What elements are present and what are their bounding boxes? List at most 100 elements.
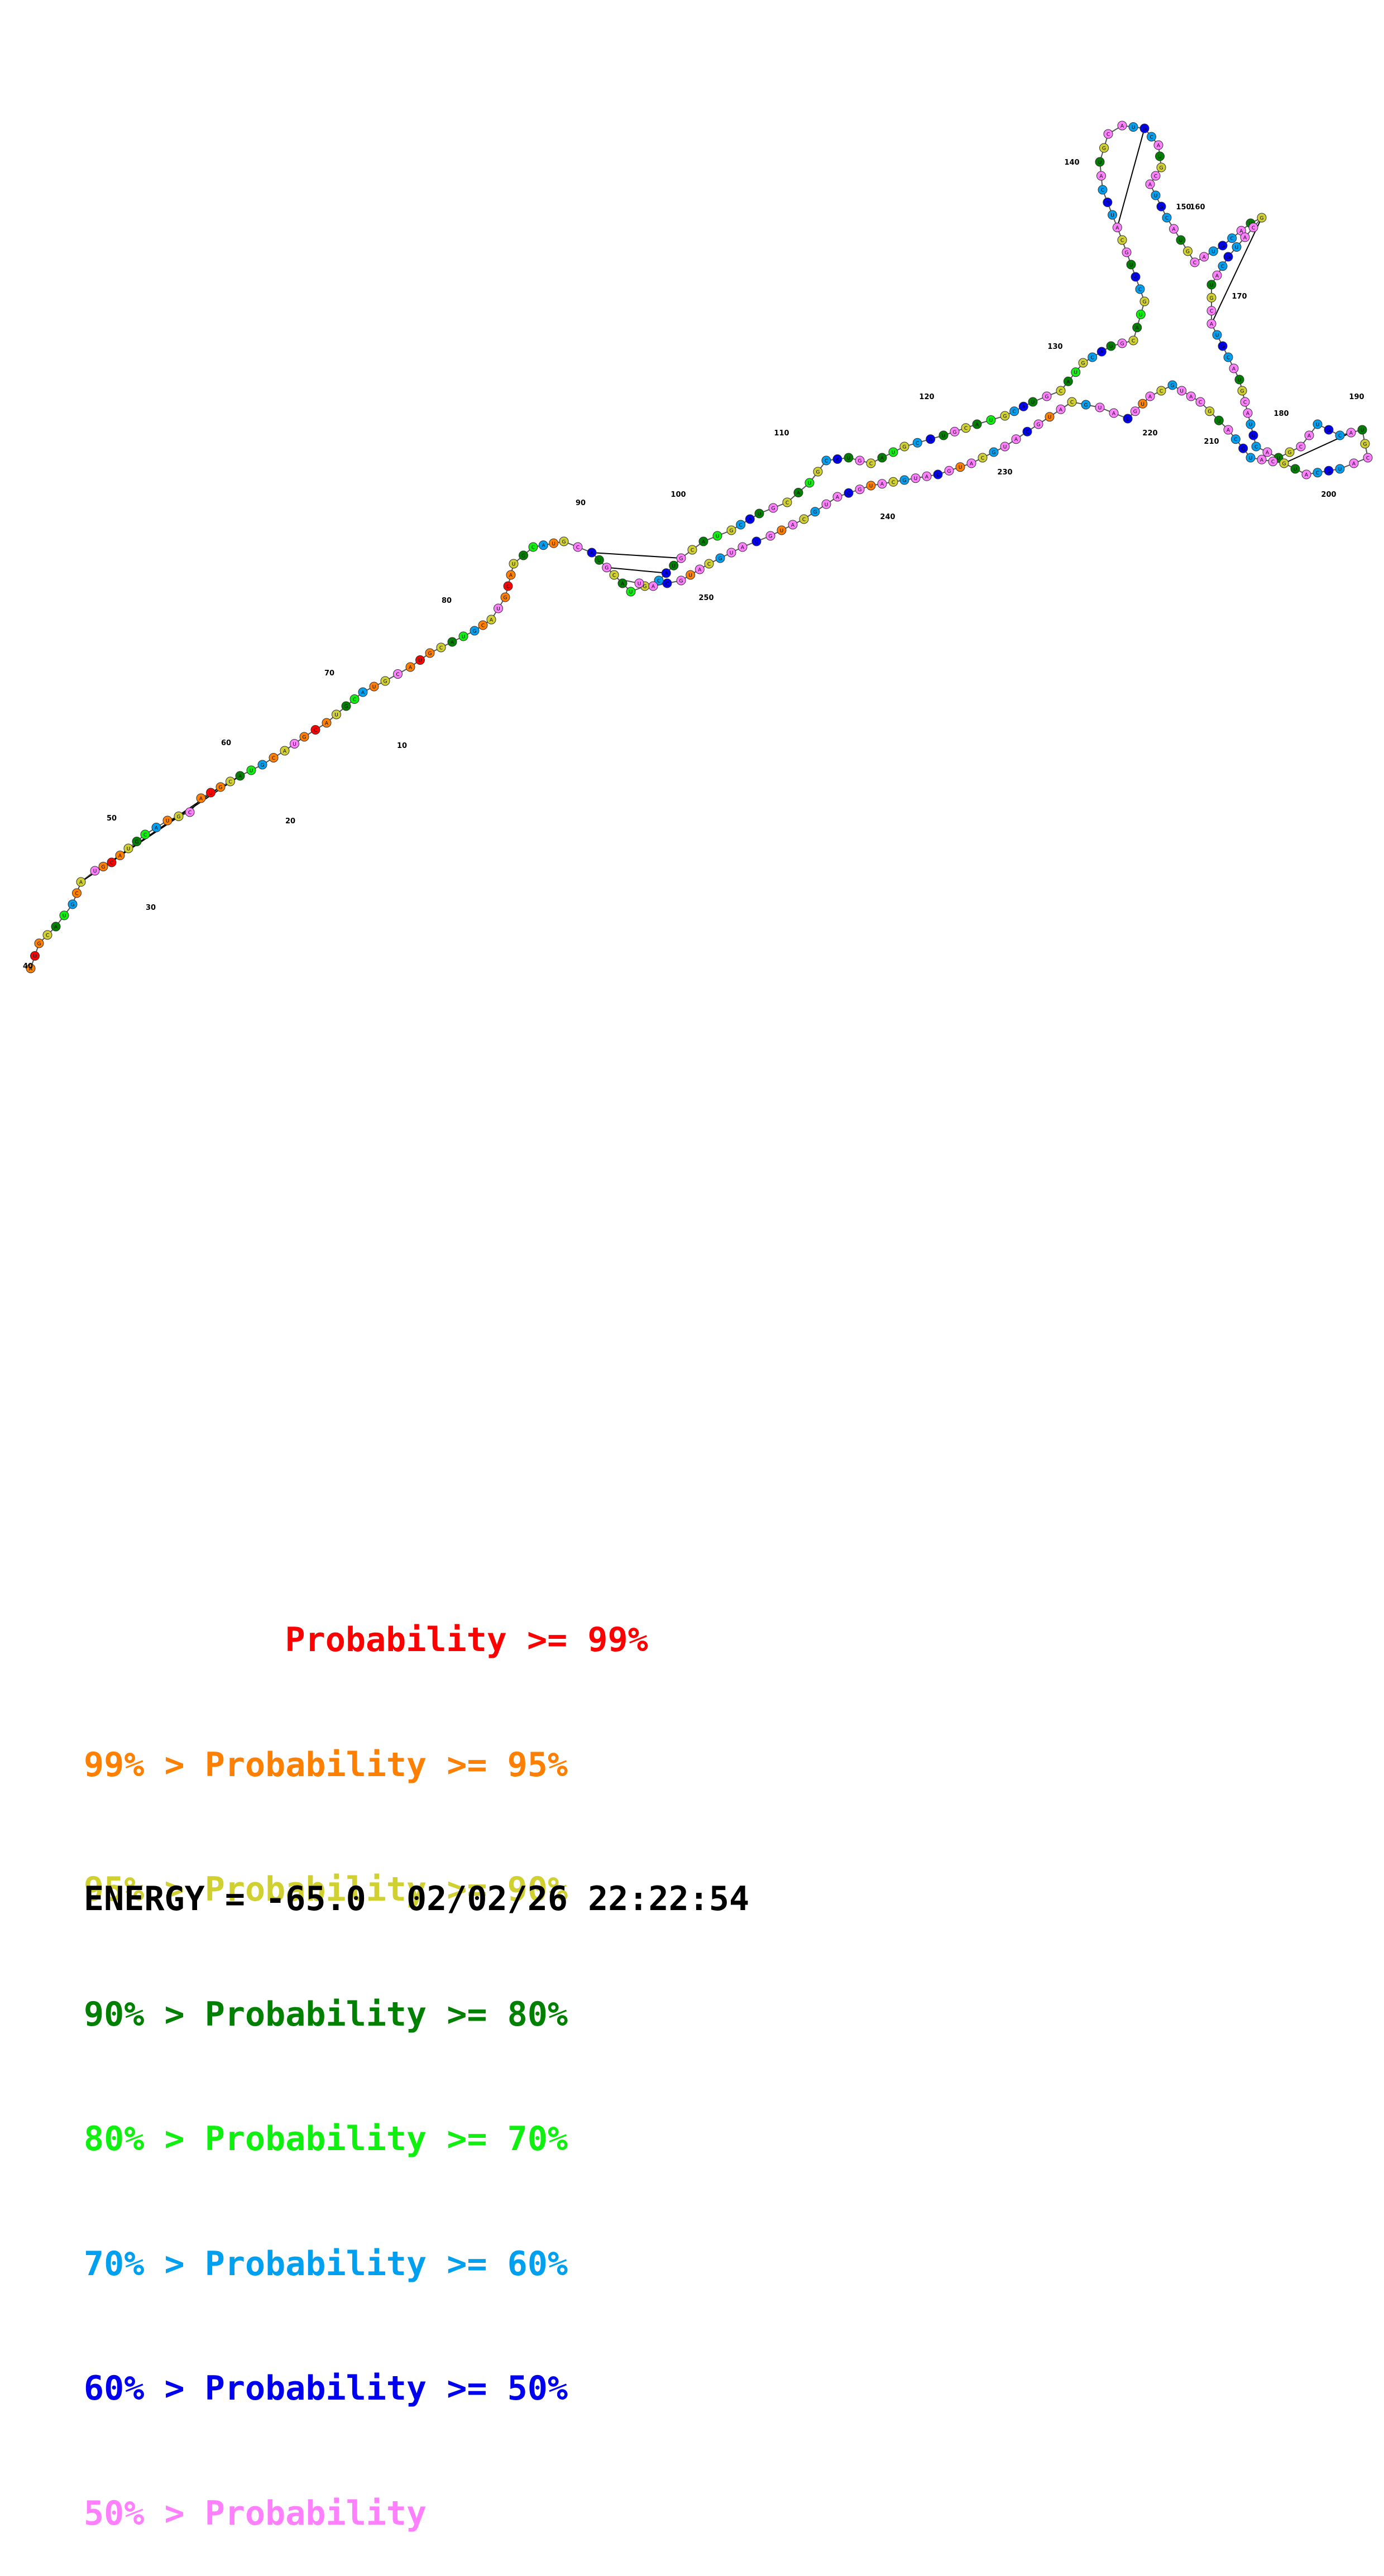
svg-text:G: G bbox=[1133, 409, 1137, 415]
nucleotide: U bbox=[866, 481, 876, 491]
nucleotide: C bbox=[662, 578, 672, 588]
svg-text:U: U bbox=[334, 713, 338, 718]
nucleotide: C bbox=[933, 469, 943, 479]
svg-text:U: U bbox=[1179, 238, 1183, 244]
nucleotide: C bbox=[1022, 426, 1032, 436]
nucleotide: G bbox=[1078, 358, 1088, 368]
nucleotide: U bbox=[1000, 442, 1010, 452]
nucleotide: U bbox=[290, 739, 299, 749]
position-label: 40 bbox=[23, 962, 33, 971]
svg-text:C: C bbox=[847, 491, 850, 497]
svg-text:U: U bbox=[209, 791, 213, 797]
nucleotide: A bbox=[486, 615, 496, 625]
nucleotide: G bbox=[257, 760, 267, 770]
svg-text:U: U bbox=[1211, 250, 1215, 255]
nucleotide: G bbox=[132, 837, 142, 846]
svg-text:G: G bbox=[679, 579, 683, 584]
nucleotide: G bbox=[1248, 430, 1258, 440]
nucleotide: G bbox=[726, 525, 736, 535]
svg-text:U: U bbox=[1110, 213, 1114, 219]
position-label: 140 bbox=[1064, 159, 1079, 167]
svg-text:C: C bbox=[1160, 389, 1163, 395]
base-pair-line bbox=[591, 552, 682, 559]
svg-text:G: G bbox=[643, 584, 647, 590]
svg-text:C: C bbox=[1338, 434, 1342, 439]
svg-text:U: U bbox=[780, 529, 784, 534]
nucleotide: G bbox=[98, 862, 108, 871]
nucleotide: A bbox=[26, 963, 36, 973]
nucleotide: A bbox=[1257, 454, 1267, 464]
svg-text:G: G bbox=[1143, 300, 1147, 305]
nucleotide: G bbox=[215, 782, 226, 792]
svg-text:A: A bbox=[1148, 395, 1152, 400]
legend-row-low: 50% > Probability bbox=[84, 2493, 427, 2533]
svg-text:G: G bbox=[903, 478, 907, 484]
nucleotide: G bbox=[1279, 458, 1289, 468]
svg-text:G: G bbox=[858, 487, 862, 493]
svg-text:G: G bbox=[1221, 244, 1225, 250]
svg-text:A: A bbox=[1260, 458, 1264, 463]
nucleotide: U bbox=[726, 548, 736, 558]
svg-text:A: A bbox=[1266, 450, 1270, 456]
nucleotide: G bbox=[1237, 386, 1247, 396]
svg-text:C: C bbox=[691, 548, 694, 554]
nucleotide: A bbox=[661, 568, 671, 578]
nucleotide: G bbox=[1324, 466, 1334, 476]
svg-text:C: C bbox=[353, 697, 356, 703]
nucleotide: G bbox=[1324, 425, 1334, 435]
svg-text:A: A bbox=[1308, 434, 1311, 439]
nucleotide: U bbox=[821, 499, 831, 509]
nucleotide: C bbox=[1056, 386, 1066, 396]
nucleotide: G bbox=[1156, 202, 1166, 212]
nucleotide: U bbox=[494, 603, 503, 613]
svg-text:U: U bbox=[63, 914, 66, 919]
svg-text:C: C bbox=[755, 540, 758, 545]
nucleotide: G bbox=[1223, 252, 1233, 262]
position-label: 200 bbox=[1321, 491, 1336, 499]
position-label: 20 bbox=[285, 817, 295, 826]
svg-text:A: A bbox=[1243, 236, 1247, 241]
svg-text:G: G bbox=[261, 763, 265, 769]
nucleotide: G bbox=[1042, 391, 1052, 401]
nucleotide: A bbox=[1117, 121, 1127, 131]
nucleotide: C bbox=[503, 581, 513, 591]
svg-text:C: C bbox=[786, 501, 789, 506]
svg-text:U: U bbox=[825, 502, 829, 508]
svg-text:G: G bbox=[605, 565, 609, 571]
svg-text:U: U bbox=[1074, 370, 1077, 376]
svg-text:U: U bbox=[1235, 245, 1239, 251]
svg-text:G: G bbox=[730, 529, 734, 534]
svg-text:G: G bbox=[679, 557, 683, 562]
nucleotide: G bbox=[1218, 241, 1228, 251]
legend-row-90: 95% > Probability >= 90% bbox=[84, 1870, 568, 1909]
svg-text:U: U bbox=[33, 954, 37, 960]
svg-text:G: G bbox=[428, 651, 432, 657]
svg-text:U: U bbox=[1139, 313, 1143, 318]
svg-text:A: A bbox=[1352, 462, 1356, 467]
position-label: 110 bbox=[774, 429, 789, 438]
nucleotide: A bbox=[51, 922, 61, 932]
nucleotide: U bbox=[1151, 190, 1161, 200]
svg-text:U: U bbox=[127, 847, 131, 852]
nucleotide: U bbox=[1208, 246, 1218, 256]
svg-text:C: C bbox=[75, 891, 78, 897]
nucleotide: C bbox=[528, 542, 538, 552]
nucleotide: A bbox=[922, 471, 932, 481]
nucleotide: A bbox=[1096, 171, 1106, 181]
nucleotide: U bbox=[634, 578, 644, 588]
svg-text:C: C bbox=[1126, 417, 1129, 423]
svg-text:A: A bbox=[1157, 143, 1161, 149]
svg-text:C: C bbox=[531, 545, 535, 551]
nucleotide: A bbox=[1096, 347, 1107, 357]
position-label: 50 bbox=[107, 814, 117, 823]
nucleotide: G bbox=[1081, 400, 1091, 410]
svg-text:G: G bbox=[177, 814, 181, 820]
nucleotide: U bbox=[804, 478, 815, 488]
svg-text:G: G bbox=[953, 430, 957, 435]
svg-text:G: G bbox=[473, 629, 477, 635]
svg-text:C: C bbox=[825, 459, 828, 464]
svg-text:U: U bbox=[1048, 415, 1052, 420]
position-label: 80 bbox=[442, 597, 452, 605]
svg-text:G: G bbox=[1160, 205, 1163, 210]
nucleotide: C bbox=[310, 725, 320, 735]
